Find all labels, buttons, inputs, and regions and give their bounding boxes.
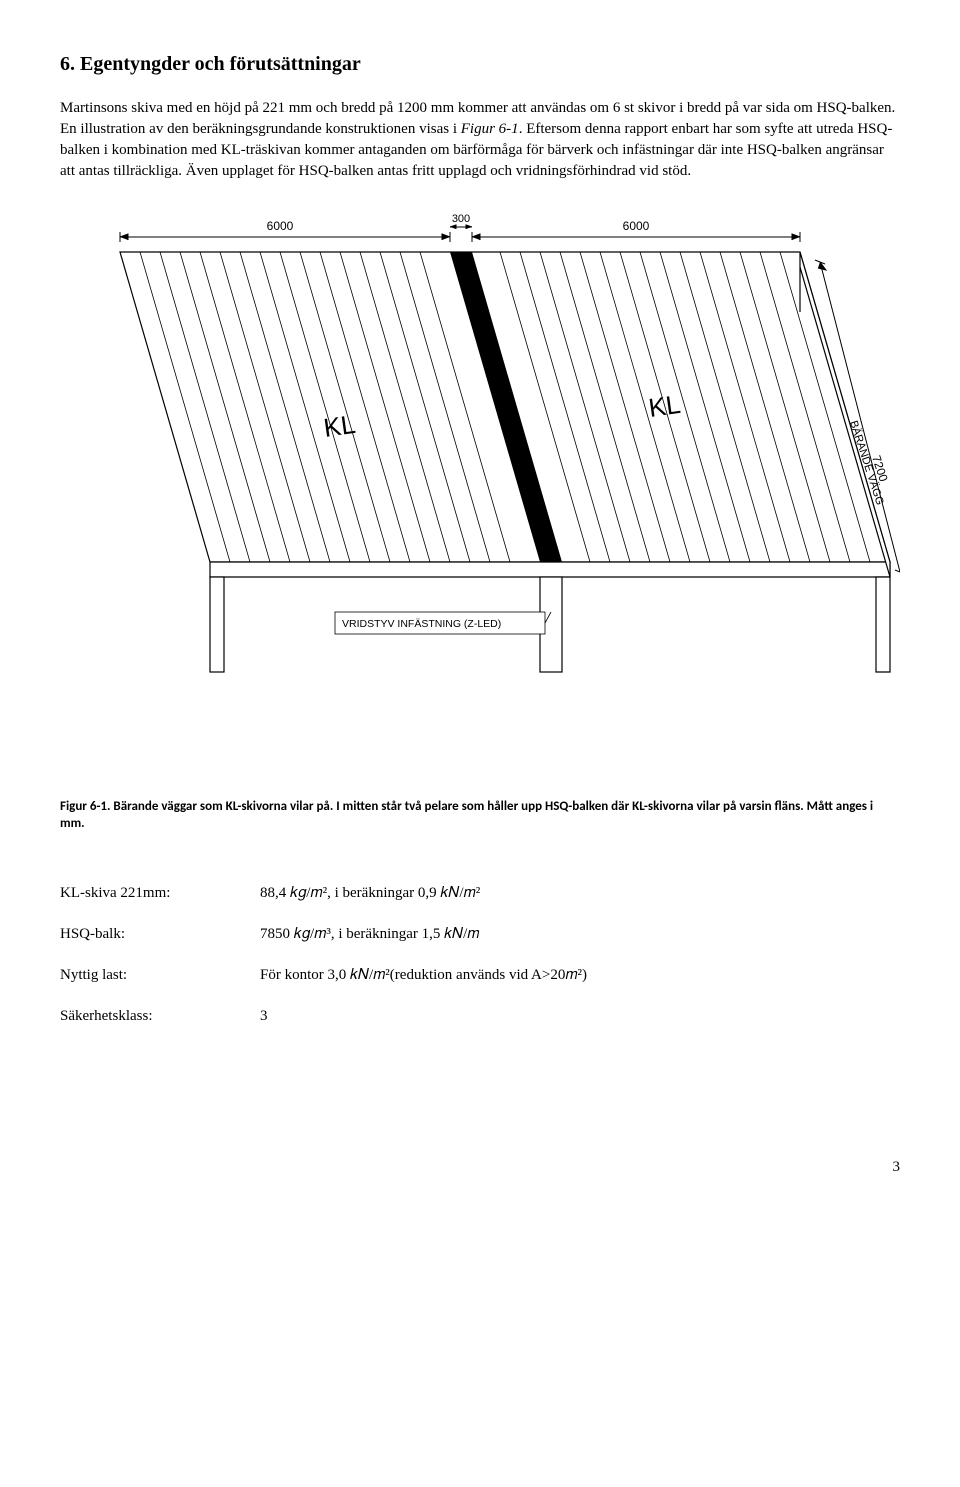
- hsq-balk-value: 7850 𝑘𝑔/𝑚³, i beräkningar 1,5 𝑘𝑁/𝑚: [260, 914, 900, 955]
- dim-left-label: 6000: [267, 219, 294, 233]
- kl-skiva-value: 88,4 𝑘𝑔/𝑚², i beräkningar 0,9 𝑘𝑁/𝑚²: [260, 873, 900, 914]
- section-heading: 6. Egentyngder och förutsättningar: [60, 50, 900, 78]
- table-row: KL-skiva 221mm: 88,4 𝑘𝑔/𝑚², i beräkninga…: [60, 873, 900, 914]
- table-row: Nyttig last: För kontor 3,0 𝑘𝑁/𝑚²(redukt…: [60, 955, 900, 996]
- hsq-balk-label: HSQ-balk:: [60, 914, 260, 955]
- nyttig-last-label: Nyttig last:: [60, 955, 260, 996]
- properties-table: KL-skiva 221mm: 88,4 𝑘𝑔/𝑚², i beräkninga…: [60, 873, 900, 1037]
- dim-mid-label: 300: [452, 213, 470, 225]
- figure-6-1: 6000 300 6000: [60, 212, 900, 779]
- table-row: HSQ-balk: 7850 𝑘𝑔/𝑚³, i beräkningar 1,5 …: [60, 914, 900, 955]
- table-row: Säkerhetsklass: 3: [60, 996, 900, 1037]
- vridstyv-label: VRIDSTYV INFÄSTNING (Z-LED): [342, 618, 501, 630]
- figure-caption: Figur 6-1. Bärande väggar som KL-skivorn…: [60, 799, 900, 833]
- page-number: 3: [60, 1157, 900, 1178]
- kl-skiva-label: KL-skiva 221mm:: [60, 873, 260, 914]
- kl-label-left: KL: [322, 409, 358, 443]
- figure-ref: Figur 6-1: [461, 121, 519, 137]
- sakerhetsklass-label: Säkerhetsklass:: [60, 996, 260, 1037]
- kl-label-right: KL: [647, 389, 683, 423]
- sakerhetsklass-value: 3: [260, 996, 900, 1037]
- nyttig-last-value: För kontor 3,0 𝑘𝑁/𝑚²(reduktion används v…: [260, 955, 900, 996]
- body-paragraph: Martinsons skiva med en höjd på 221 mm o…: [60, 98, 900, 182]
- diagram-svg: 6000 300 6000: [60, 212, 900, 772]
- dim-right-label: 6000: [623, 219, 650, 233]
